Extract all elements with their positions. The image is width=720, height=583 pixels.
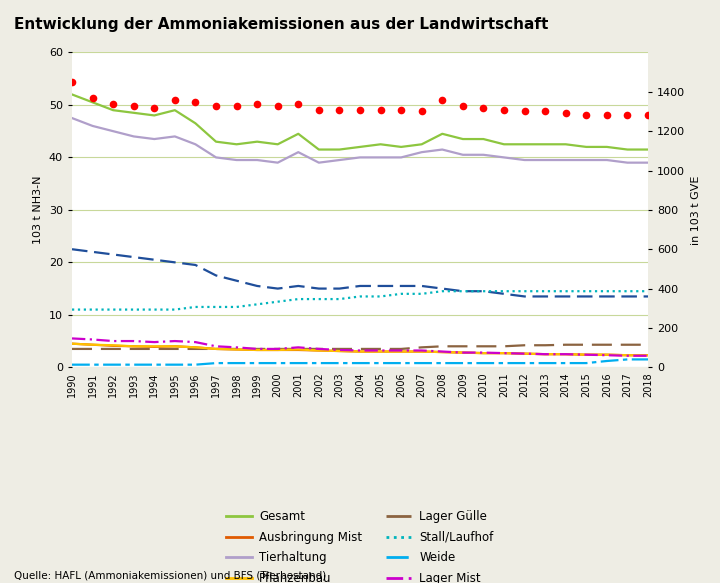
Y-axis label: in 103 t GVE: in 103 t GVE [690,175,701,244]
Legend: Gesamt, Ausbringung Mist, Tierhaltung, Pflanzenbau, Ausbringung Gülle, Lager Gül: Gesamt, Ausbringung Mist, Tierhaltung, P… [222,505,498,583]
Text: Entwicklung der Ammoniakemissionen aus der Landwirtschaft: Entwicklung der Ammoniakemissionen aus d… [14,17,549,33]
Y-axis label: 103 t NH3-N: 103 t NH3-N [33,175,43,244]
Text: Quelle: HAFL (Ammoniakemissionen) und BFS (Tierbestand): Quelle: HAFL (Ammoniakemissionen) und BF… [14,570,327,580]
